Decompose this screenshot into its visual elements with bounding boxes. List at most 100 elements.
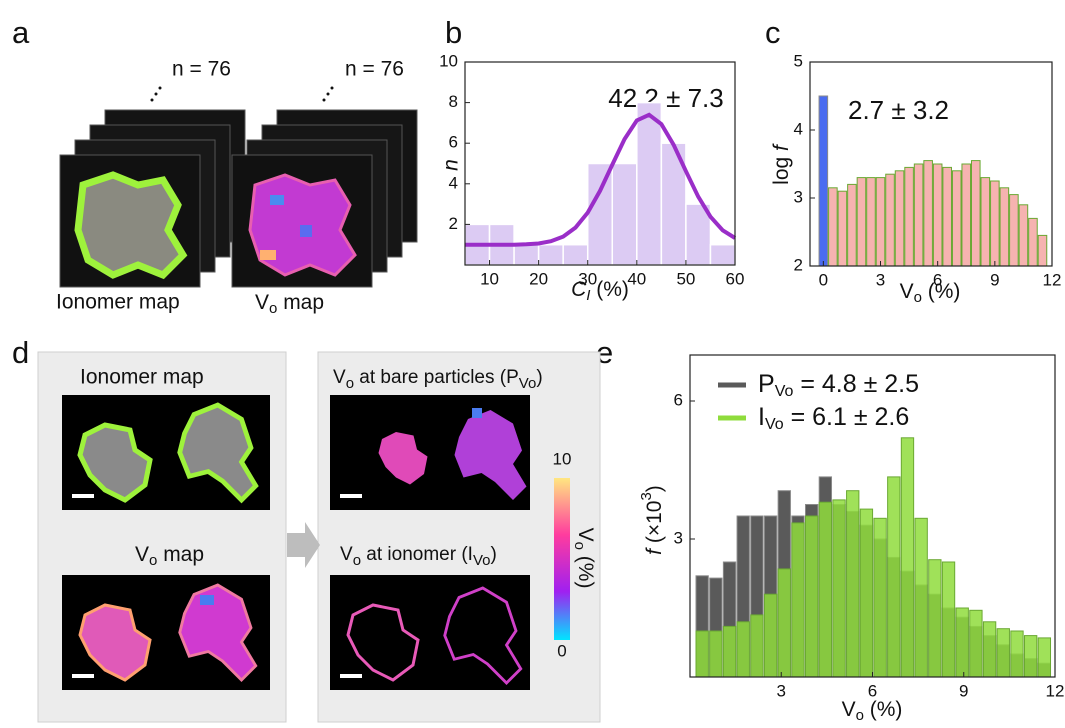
panel-label: b [445, 15, 462, 50]
y-axis-label: f (×103) [638, 485, 666, 555]
bar [848, 184, 857, 266]
bar [563, 245, 588, 265]
map-image [62, 575, 270, 690]
legend-label-part: Vo [775, 383, 794, 400]
bar [1029, 218, 1038, 266]
bar [876, 178, 885, 266]
bar [933, 164, 942, 266]
map-label: Vo map [255, 291, 324, 317]
bar [833, 500, 845, 677]
arrow [287, 522, 320, 568]
x-tick-label: 3 [876, 270, 885, 289]
map-label: Vo map [135, 543, 204, 569]
legend-label-part: Vo [765, 416, 784, 433]
colorbar-label: 0 [557, 641, 566, 660]
bar [696, 631, 708, 677]
y-tick-label: 3 [794, 187, 803, 206]
x-tick-label: 20 [529, 269, 548, 288]
y-tick-label: 6 [449, 133, 458, 152]
ellipsis [151, 87, 334, 102]
stack-count: n = 76 [172, 58, 231, 81]
bar [838, 191, 847, 266]
x-tick-label: 9 [990, 270, 999, 289]
bar [942, 562, 954, 677]
stack-count: n = 76 [345, 58, 404, 81]
panel-label: a [12, 15, 30, 50]
y-tick-label: 6 [674, 390, 683, 409]
bar [874, 518, 886, 677]
x-tick-label: 12 [1046, 681, 1065, 700]
annotation: 2.7 ± 3.2 [848, 95, 949, 125]
y-tick-label: 2 [794, 255, 803, 274]
panel-label: c [765, 15, 781, 50]
map-label: Ionomer map [80, 366, 204, 389]
bar [819, 96, 828, 266]
bar [952, 171, 961, 266]
legend-label-part: P [758, 370, 775, 398]
legend-label: IVo = 6.1 ± 2.6 [758, 403, 909, 434]
map-label: Ionomer map [56, 291, 180, 314]
bar [539, 245, 564, 265]
bar [710, 245, 735, 265]
bar [710, 631, 722, 677]
y-tick-label: 4 [794, 119, 803, 138]
bar [1019, 205, 1028, 266]
x-tick-label: 3 [777, 681, 786, 700]
bar [981, 178, 990, 266]
y-tick-label: 10 [439, 51, 458, 70]
colorbar-title: Vo (%) [571, 528, 597, 589]
bar [997, 629, 1009, 677]
bar [901, 438, 913, 677]
bar [915, 518, 927, 677]
x-tick-label: 6 [933, 270, 942, 289]
bar [723, 626, 735, 677]
bar [867, 178, 876, 266]
bar [914, 164, 923, 266]
bar [792, 523, 804, 677]
bar [888, 477, 900, 677]
map-image [330, 575, 530, 690]
bar [886, 174, 895, 266]
bar [847, 491, 859, 677]
bar [806, 516, 818, 677]
y-tick-label: 2 [449, 214, 458, 233]
figure: a b c d e n = 76 n = 76 Ionomer map Vo m… [0, 0, 1065, 728]
map-image [330, 395, 530, 510]
bar [924, 161, 933, 266]
x-tick-label: 9 [959, 681, 968, 700]
plot [465, 103, 735, 265]
legend-label-part: = 6.1 ± 2.6 [784, 403, 910, 431]
bar [1010, 195, 1019, 266]
y-tick-label: 5 [794, 51, 803, 70]
bar [956, 608, 968, 677]
bar [1038, 638, 1050, 677]
bar [637, 103, 662, 265]
bar [1038, 235, 1047, 266]
bar [943, 167, 952, 266]
ionomer-stack [60, 110, 245, 287]
bar [1000, 188, 1009, 266]
bar [819, 502, 831, 677]
bar [970, 610, 982, 677]
legend-label: PVo = 4.8 ± 2.5 [758, 370, 919, 401]
y-tick-label: 8 [449, 92, 458, 111]
legend-label-part: I [758, 403, 765, 431]
x-tick-label: 30 [578, 269, 597, 288]
bar [764, 594, 776, 677]
y-tick-label: 3 [674, 528, 683, 547]
bar [983, 622, 995, 677]
bar [860, 509, 872, 677]
x-axis-label: Vo (%) [900, 280, 961, 306]
bar [905, 167, 914, 266]
bar [778, 569, 790, 677]
plot [696, 438, 1051, 677]
y-tick-label: 4 [449, 173, 458, 192]
x-tick-label: 10 [480, 269, 499, 288]
annotation: 42.2 ± 7.3 [608, 83, 723, 113]
bar [737, 622, 749, 677]
bar [612, 164, 637, 266]
x-tick-label: 50 [676, 269, 695, 288]
colorbar-label: 10 [553, 449, 572, 468]
bar [857, 178, 866, 266]
x-tick-label: 12 [1043, 270, 1062, 289]
